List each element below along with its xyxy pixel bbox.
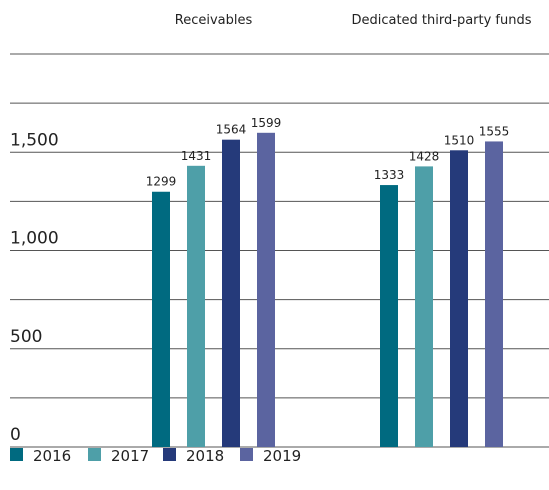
legend-swatch xyxy=(10,448,23,461)
bar xyxy=(257,132,275,447)
value-label: 1431 xyxy=(181,149,212,163)
y-tick-label: 500 xyxy=(10,327,42,347)
legend-swatch xyxy=(88,448,101,461)
bar xyxy=(485,141,503,447)
bar xyxy=(152,191,170,447)
value-label: 1510 xyxy=(444,133,475,147)
legend-swatch xyxy=(240,448,253,461)
legend-label: 2019 xyxy=(263,447,301,465)
bar xyxy=(380,185,398,448)
y-tick-label: 1,000 xyxy=(10,229,59,249)
legend-label: 2016 xyxy=(33,447,71,465)
legend-swatch xyxy=(163,448,176,461)
legend-label: 2018 xyxy=(186,447,224,465)
bar xyxy=(415,166,433,447)
y-tick-label: 1,500 xyxy=(10,130,59,150)
y-tick-label: 0 xyxy=(10,425,21,445)
value-label: 1333 xyxy=(374,168,405,182)
value-label: 1428 xyxy=(409,149,440,163)
bar xyxy=(222,139,240,447)
value-label: 1555 xyxy=(479,124,510,138)
category-label: Receivables xyxy=(175,13,253,28)
category-label: Dedicated third-party funds xyxy=(351,13,531,28)
value-label: 1564 xyxy=(216,123,247,137)
value-label: 1299 xyxy=(146,175,177,189)
value-label: 1599 xyxy=(251,116,282,130)
legend-label: 2017 xyxy=(111,447,149,465)
bar xyxy=(187,165,205,447)
bar xyxy=(450,150,468,447)
